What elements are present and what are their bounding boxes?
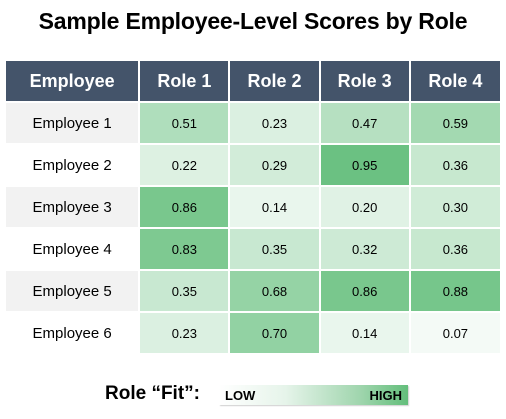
heatmap-cell: 0.86 xyxy=(139,185,231,228)
row-label-employee: Employee 5 xyxy=(6,269,141,312)
heatmap-body: Employee 1 0.51 0.23 0.47 0.59 Employee 2 0.22… xyxy=(6,101,500,353)
row-label-employee: Employee 4 xyxy=(6,227,141,270)
heatmap-cell: 0.51 xyxy=(139,101,231,144)
heatmap-cell: 0.47 xyxy=(319,101,411,144)
row-label-employee: Employee 1 xyxy=(6,101,141,144)
header-role-1: Role 1 xyxy=(139,61,231,102)
table-row: Employee 4 0.83 0.35 0.32 0.36 xyxy=(6,227,500,270)
heatmap-cell: 0.22 xyxy=(139,143,231,186)
legend-label: Role “Fit”: xyxy=(105,383,200,404)
legend-high-label: HIGH xyxy=(369,388,403,403)
heatmap-cell: 0.23 xyxy=(139,311,231,353)
table-row: Employee 5 0.35 0.68 0.86 0.88 xyxy=(6,269,500,312)
header-role-4: Role 4 xyxy=(409,61,500,102)
header-employee: Employee xyxy=(6,61,141,102)
heatmap-cell: 0.83 xyxy=(139,227,231,270)
legend-low-label: LOW xyxy=(225,388,256,403)
header-row: Employee Role 1 Role 2 Role 3 Role 4 xyxy=(6,61,500,102)
heatmap-cell: 0.20 xyxy=(319,185,411,228)
heatmap-cell: 0.35 xyxy=(139,269,231,312)
heatmap-cell: 0.14 xyxy=(319,311,411,353)
table-row: Employee 3 0.86 0.14 0.20 0.30 xyxy=(6,185,500,228)
score-heatmap-table: Employee Role 1 Role 2 Role 3 Role 4 Emp… xyxy=(6,61,500,353)
heatmap-cell: 0.95 xyxy=(319,143,411,186)
heatmap-cell: 0.70 xyxy=(229,311,321,353)
chart-title: Sample Employee-Level Scores by Role xyxy=(38,8,468,34)
row-label-employee: Employee 3 xyxy=(6,185,141,228)
table-row: Employee 2 0.22 0.29 0.95 0.36 xyxy=(6,143,500,186)
heatmap-cell: 0.35 xyxy=(229,227,321,270)
heatmap-cell: 0.23 xyxy=(229,101,321,144)
heatmap-cell: 0.14 xyxy=(229,185,321,228)
heatmap-cell: 0.36 xyxy=(409,227,500,270)
table-row: Employee 6 0.23 0.70 0.14 0.07 xyxy=(6,311,500,353)
heatmap-cell: 0.68 xyxy=(229,269,321,312)
legend-gradient-bar: LOW HIGH xyxy=(219,385,408,405)
heatmap-cell: 0.07 xyxy=(409,311,500,353)
heatmap-cell: 0.86 xyxy=(319,269,411,312)
row-label-employee: Employee 2 xyxy=(6,143,141,186)
heatmap-cell: 0.59 xyxy=(409,101,500,144)
heatmap-cell: 0.30 xyxy=(409,185,500,228)
header-role-3: Role 3 xyxy=(319,61,411,102)
heatmap-cell: 0.32 xyxy=(319,227,411,270)
header-role-2: Role 2 xyxy=(229,61,321,102)
table-row: Employee 1 0.51 0.23 0.47 0.59 xyxy=(6,101,500,144)
heatmap-cell: 0.29 xyxy=(229,143,321,186)
row-label-employee: Employee 6 xyxy=(6,311,141,353)
heatmap-cell: 0.88 xyxy=(409,269,500,312)
heatmap-cell: 0.36 xyxy=(409,143,500,186)
